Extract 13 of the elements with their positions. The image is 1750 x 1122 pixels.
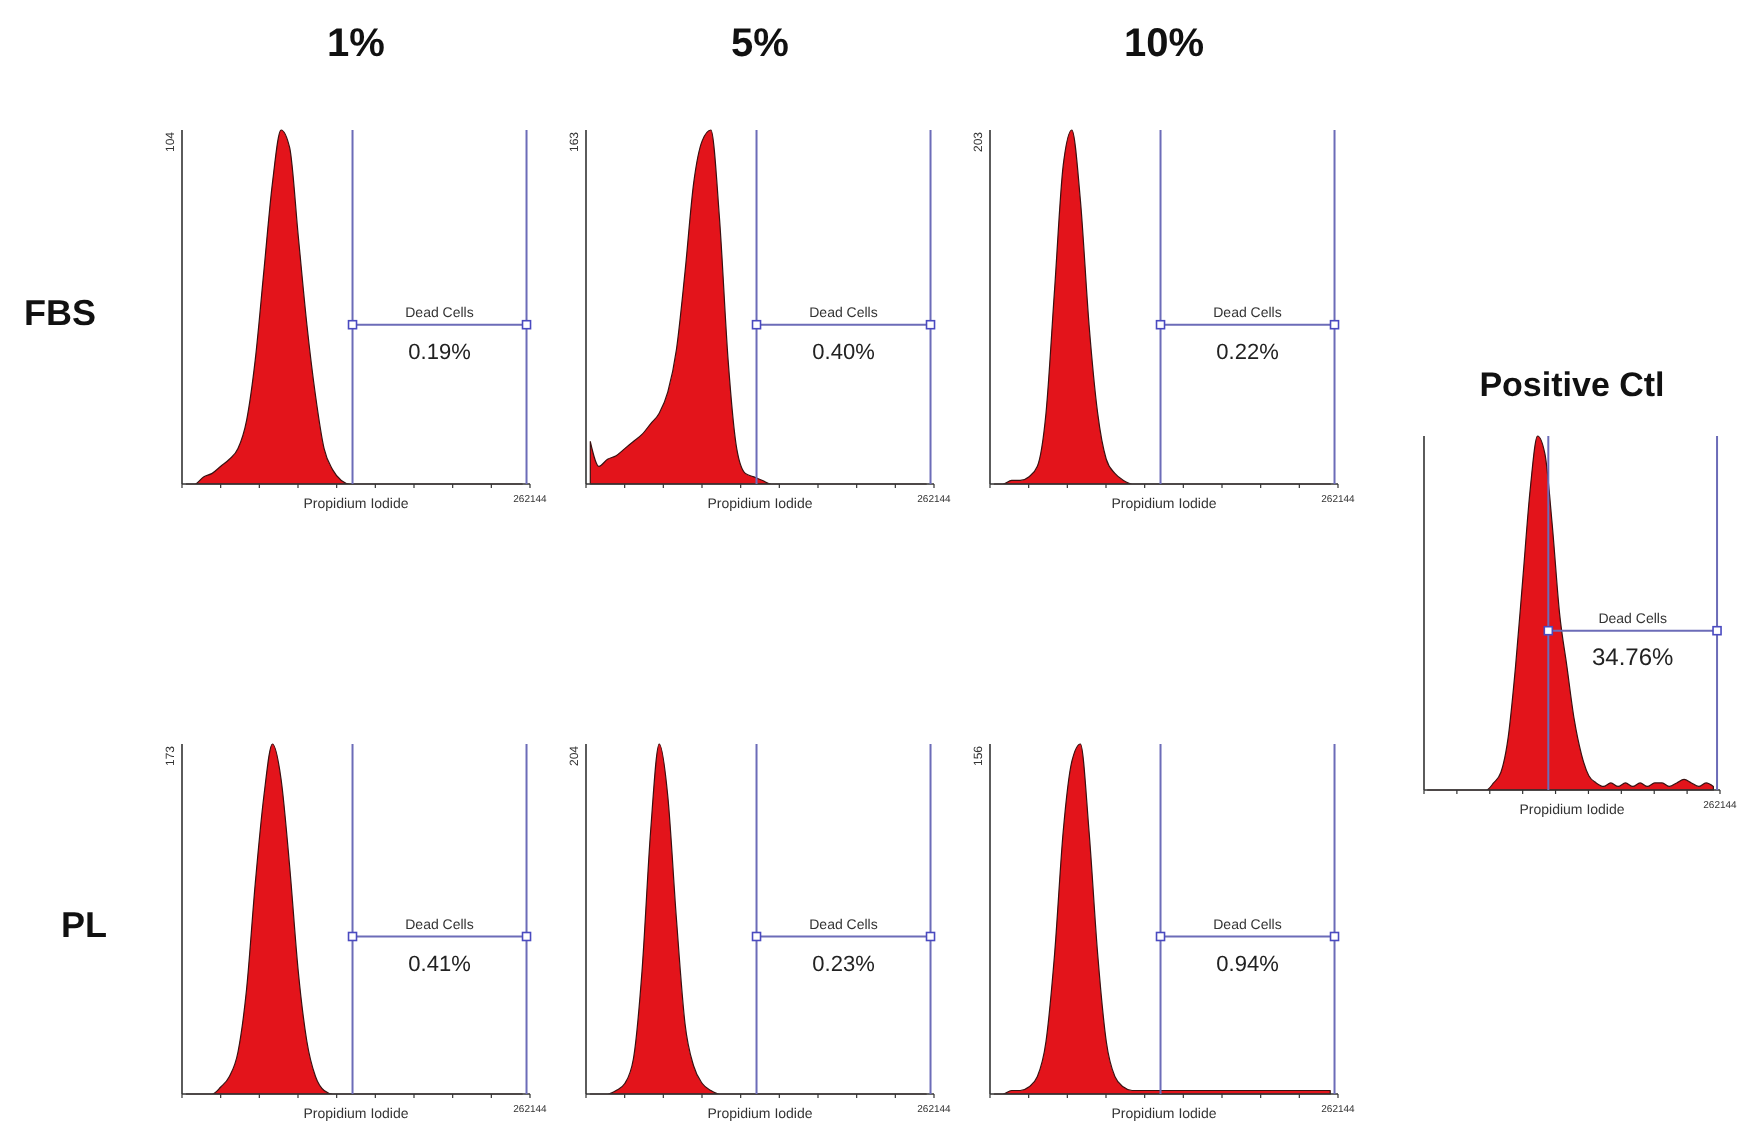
chart-title: 5% — [731, 22, 790, 66]
annotation: 0.41% — [408, 952, 472, 977]
annotation: 34.76% — [1591, 642, 1675, 671]
annotation: 0.22% — [1216, 340, 1280, 365]
chart-title: 10% — [1123, 22, 1205, 66]
annotation: 0.94% — [1216, 952, 1280, 977]
chart-title: Positive Ctl — [1479, 366, 1665, 404]
annotation: 0.23% — [812, 952, 876, 977]
y-axis-title: PL — [60, 904, 108, 945]
annotation: 0.19% — [408, 340, 472, 365]
chart-title: 1% — [327, 22, 386, 66]
annotation: 0.40% — [812, 340, 876, 365]
y-axis-title: FBS — [24, 292, 96, 333]
